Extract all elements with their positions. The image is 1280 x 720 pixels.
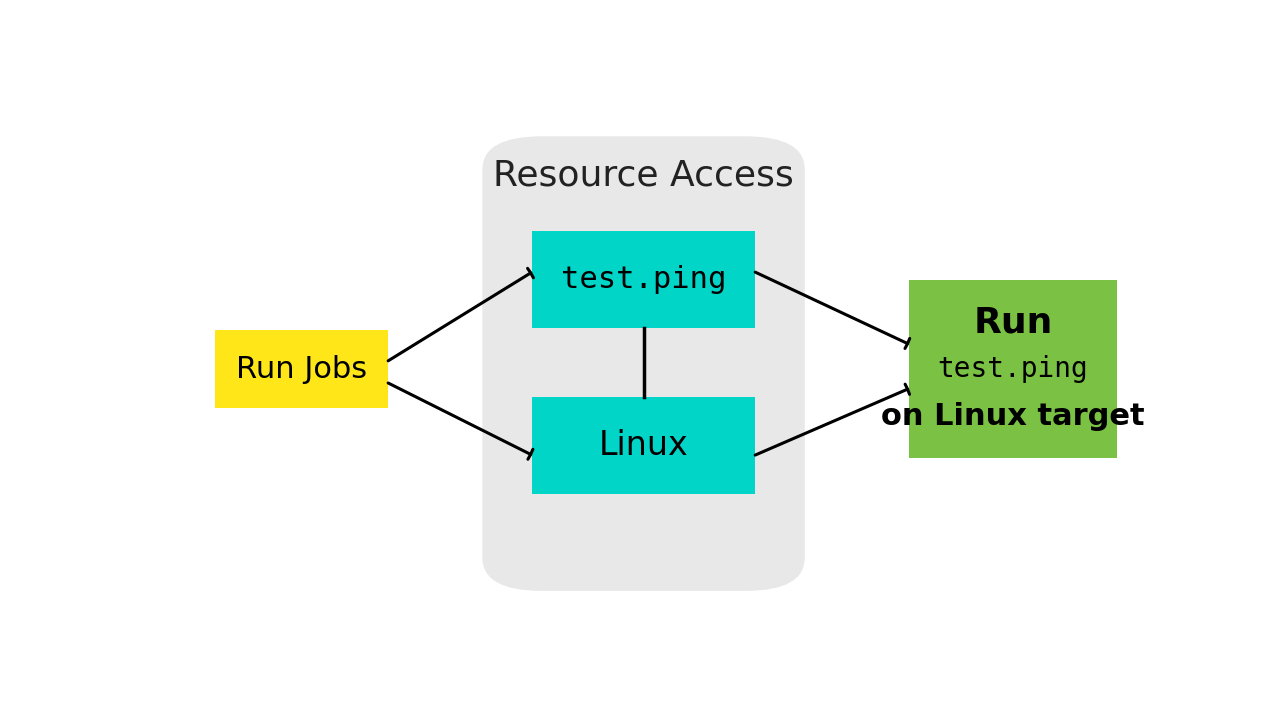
Text: Run: Run (973, 305, 1053, 339)
FancyBboxPatch shape (909, 280, 1117, 458)
FancyBboxPatch shape (532, 397, 755, 494)
Text: test.ping: test.ping (561, 264, 726, 294)
Text: on Linux target: on Linux target (882, 402, 1144, 431)
Text: Linux: Linux (599, 429, 689, 462)
FancyBboxPatch shape (532, 230, 755, 328)
Text: Resource Access: Resource Access (493, 158, 794, 192)
FancyBboxPatch shape (483, 136, 805, 591)
Text: Run Jobs: Run Jobs (236, 355, 367, 384)
FancyBboxPatch shape (215, 330, 388, 408)
Text: test.ping: test.ping (938, 355, 1088, 383)
